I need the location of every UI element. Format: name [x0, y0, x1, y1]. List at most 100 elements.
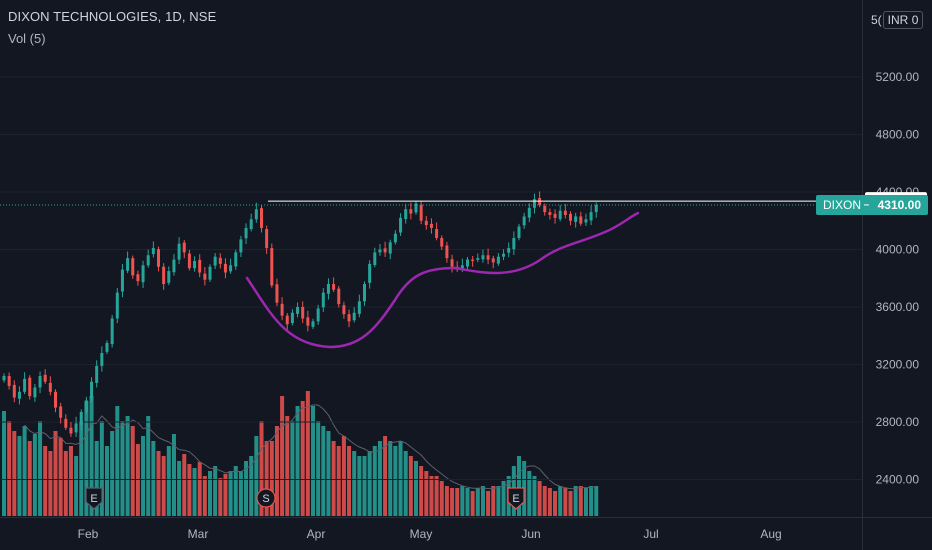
candle: [208, 264, 212, 282]
candle: [404, 203, 408, 224]
volume-bar: [22, 426, 27, 516]
candle: [120, 264, 124, 298]
volume-bar: [383, 436, 388, 516]
candle-body: [239, 239, 243, 253]
candle: [105, 340, 109, 355]
candle: [12, 380, 16, 403]
cup-and-handle-curve: [245, 211, 640, 349]
price-tick-label: 4800.00: [876, 128, 920, 142]
candle: [23, 372, 27, 395]
candle-body: [157, 249, 160, 267]
candle: [357, 294, 361, 318]
candle: [177, 237, 181, 265]
volume-bar: [274, 426, 279, 516]
volume-bar: [228, 471, 233, 516]
candle: [146, 249, 150, 268]
time-tick-label: Jul: [643, 527, 658, 541]
price-tick-label: 2800.00: [876, 415, 920, 429]
volume-bar: [254, 436, 259, 516]
candle: [239, 235, 243, 257]
candle-body: [301, 307, 305, 319]
volume-bar: [187, 464, 192, 516]
volume-bar: [238, 471, 243, 516]
volume-bar: [63, 451, 68, 516]
volume-bar: [156, 451, 161, 516]
volume-bar: [120, 421, 125, 516]
earnings-event-marker[interactable]: E: [85, 487, 103, 510]
candle: [363, 281, 366, 306]
volume-bar: [594, 486, 599, 516]
volume-bar: [558, 486, 563, 516]
candle-body: [208, 266, 212, 280]
volume-bar: [527, 471, 532, 516]
volume-bar: [450, 488, 455, 516]
volume-bar: [537, 481, 542, 516]
volume-bar: [403, 451, 408, 516]
volume-bar: [223, 474, 228, 516]
candle-body: [332, 284, 336, 290]
candle-body: [373, 252, 377, 266]
volume-bar: [89, 396, 94, 516]
volume-indicator-label[interactable]: Vol (5): [8, 31, 46, 46]
candle-body: [306, 317, 310, 326]
volume-bar: [115, 406, 120, 516]
candle-body: [476, 258, 480, 260]
candle: [563, 204, 567, 219]
price-tick-label: 3200.00: [876, 358, 920, 372]
volume-bar: [563, 488, 568, 516]
candle-body: [105, 342, 109, 352]
volume-bar: [290, 421, 295, 516]
candle: [553, 209, 557, 224]
candle: [440, 235, 444, 251]
candle-body: [7, 376, 11, 387]
candle: [522, 212, 526, 229]
candle: [203, 267, 207, 286]
volume-bar: [367, 451, 372, 516]
volume-bar: [110, 431, 115, 516]
volume-bar: [475, 488, 480, 516]
candle-body: [54, 391, 57, 408]
candle: [84, 396, 88, 415]
currency-selector[interactable]: 5(INR 0: [871, 11, 924, 29]
candle: [95, 360, 99, 388]
symbol-title[interactable]: DIXON TECHNOLOGIES, 1D, NSE: [8, 9, 217, 24]
candle: [594, 202, 598, 218]
candle-body: [182, 242, 186, 253]
candle: [584, 213, 588, 226]
candle: [326, 278, 330, 300]
volume-bar: [336, 446, 341, 516]
candle: [352, 307, 356, 323]
candle-body: [260, 208, 263, 228]
candle-body: [90, 381, 94, 400]
candle-body: [229, 265, 233, 272]
candle: [28, 375, 32, 400]
candle-body: [507, 248, 511, 253]
earnings-event-marker[interactable]: E: [507, 487, 525, 510]
candle: [218, 253, 222, 269]
volume-bar: [259, 421, 264, 516]
price-tick-label: 4000.00: [876, 243, 920, 257]
split-event-marker[interactable]: S: [256, 488, 276, 508]
candle-body: [249, 219, 253, 230]
volume-bar: [362, 456, 367, 516]
price-tick-label: 3600.00: [876, 300, 920, 314]
candle: [368, 260, 372, 289]
volume-bar: [300, 401, 305, 516]
volume-bar: [589, 486, 594, 516]
candle: [471, 255, 475, 267]
candle-body: [290, 312, 294, 324]
candle-body: [234, 252, 238, 267]
volume-bar: [32, 434, 37, 516]
currency-button[interactable]: INR 0: [882, 11, 924, 29]
volume-bar: [218, 478, 223, 516]
volume-bar: [264, 441, 269, 516]
volume-bar: [578, 486, 583, 516]
candle: [270, 243, 274, 288]
currency-prefix: 5(: [871, 13, 882, 27]
candle-body: [187, 253, 191, 269]
candle: [321, 288, 325, 312]
last-price-label[interactable]: DIXON 4310.00: [816, 194, 928, 215]
candle-body: [28, 377, 32, 397]
